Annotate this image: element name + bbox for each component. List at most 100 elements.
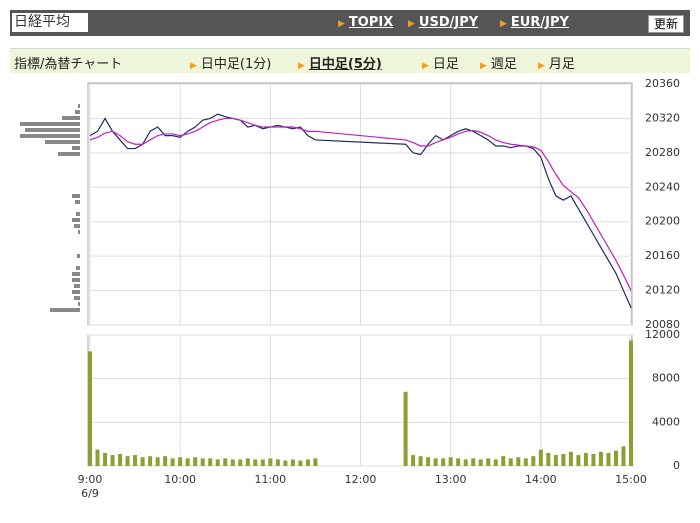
nav-arrow: ▶ (422, 61, 429, 71)
volume-bar (88, 351, 92, 466)
volume-bar (433, 458, 438, 466)
volume-bar (178, 457, 183, 466)
volume-bar (576, 455, 581, 466)
x-tick-label: 9:00 (78, 473, 103, 486)
volume-profile-bar (72, 194, 80, 198)
nav-item[interactable]: ▶ 日中足(5分) (298, 53, 382, 72)
nav-text[interactable]: 日足 (432, 57, 459, 72)
volume-bar (223, 458, 228, 466)
volume-bar (238, 459, 243, 466)
y-tick-label: 0 (673, 459, 680, 472)
volume-bar (418, 456, 423, 466)
topix-link[interactable]: ▶ TOPIX (338, 15, 394, 30)
link-text[interactable]: TOPIX (348, 15, 394, 30)
volume-profile-bar (78, 230, 80, 234)
volume-bar (110, 455, 115, 466)
volume-bar (448, 457, 453, 466)
volume-bar (568, 451, 573, 466)
volume-bar (193, 457, 198, 466)
link-text[interactable]: EUR/JPY (510, 15, 569, 30)
volume-profile-bar (74, 224, 80, 228)
y-tick-label: 20080 (645, 318, 680, 331)
index-title: 日経平均 (12, 13, 88, 32)
volume-profile-bar (20, 134, 80, 138)
volume-bar (125, 456, 130, 466)
volume-bar (148, 456, 153, 466)
x-tick-label: 12:00 (345, 473, 377, 486)
nav-item[interactable]: ▶ 週足 (480, 53, 517, 72)
y-tick-label: 20360 (645, 77, 680, 90)
link-text[interactable]: USD/JPY (418, 15, 479, 30)
volume-profile-bar (77, 254, 80, 258)
nav-item[interactable]: ▶ 日足 (422, 53, 459, 72)
nav-text[interactable]: 月足 (548, 57, 575, 72)
volume-bar (260, 459, 265, 466)
nav-item[interactable]: ▶ 月足 (538, 53, 575, 72)
nav-arrow: ▶ (480, 61, 487, 71)
volume-profile-bar (72, 272, 80, 276)
volume-bar (283, 460, 288, 466)
volume-bar (140, 457, 145, 466)
volume-profile-bar (50, 308, 80, 312)
volume-bar (606, 452, 611, 466)
volume-bar (170, 458, 175, 466)
volume-profile-bar (78, 302, 80, 306)
volume-bar (531, 456, 536, 466)
volume-bar (275, 459, 280, 466)
volume-profile-bar (76, 212, 80, 216)
nav-text[interactable]: 日中足(1分) (200, 57, 272, 72)
volume-bar (426, 457, 431, 466)
price-line (89, 117, 632, 291)
volume-profile-bar (76, 266, 80, 270)
y-tick-label: 20200 (645, 215, 680, 228)
volume-bar (508, 458, 513, 466)
volume-bar (163, 456, 168, 466)
volume-profile-bar (72, 218, 80, 222)
y-tick-label: 20160 (645, 249, 680, 262)
volume-bar (463, 459, 468, 466)
top-bar: 日経平均 ▶ TOPIX ▶ USD/JPY ▶ EUR/JPY 更新 (10, 10, 690, 36)
volume-profile-bar (72, 278, 80, 282)
refresh-button[interactable]: 更新 (647, 15, 684, 33)
nav-text[interactable]: 日中足(5分) (308, 57, 382, 72)
volume-bar (230, 459, 235, 466)
y-tick-label: 4000 (652, 415, 680, 428)
eurjpy-link[interactable]: ▶ EUR/JPY (500, 15, 569, 30)
y-tick-label: 20120 (645, 284, 680, 297)
volume-bar (591, 453, 596, 466)
volume-profile-bar (75, 200, 80, 204)
volume-profile-bar (62, 116, 80, 120)
usdjpy-link[interactable]: ▶ USD/JPY (408, 15, 479, 30)
nav-arrow: ▶ (298, 61, 305, 71)
y-tick-label: 12000 (645, 328, 680, 341)
volume-bar (313, 458, 318, 466)
volume-bar (538, 449, 543, 466)
x-tick-label: 13:00 (435, 473, 467, 486)
volume-bar (471, 458, 476, 466)
volume-profile-bar (25, 128, 80, 132)
volume-bar (621, 446, 626, 466)
volume-bar (486, 458, 491, 466)
volume-bar (185, 458, 190, 466)
volume-bar (133, 455, 138, 466)
volume-profile-bar (58, 152, 80, 156)
volume-bar (103, 452, 108, 466)
x-tick-label: 10:00 (164, 473, 196, 486)
nav-item[interactable]: ▶ 日中足(1分) (190, 53, 271, 72)
nav-arrow: ▶ (538, 61, 545, 71)
nav-arrow: ▶ (190, 61, 197, 71)
volume-profile-bar (75, 110, 80, 114)
volume-bar (290, 459, 295, 466)
volume-profile-bar (20, 122, 80, 126)
volume-bar (298, 460, 303, 466)
volume-profile-bar (72, 290, 80, 294)
y-tick-label: 8000 (652, 372, 680, 385)
nav-text[interactable]: 週足 (490, 57, 517, 72)
volume-profile-bar (45, 140, 80, 144)
volume-bar (478, 459, 483, 466)
x-tick-label: 11:00 (254, 473, 286, 486)
volume-profile-bar (74, 296, 80, 300)
y-tick-label: 20280 (645, 146, 680, 159)
volume-bar (456, 458, 461, 466)
